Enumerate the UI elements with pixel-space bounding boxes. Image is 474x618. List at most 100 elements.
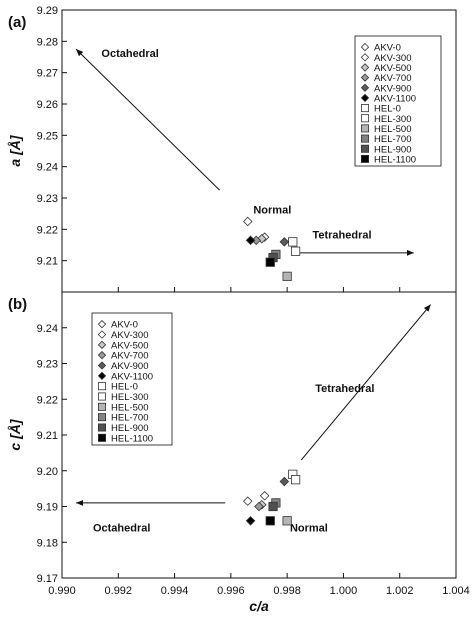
- y-tick-label: 9.23: [37, 359, 58, 371]
- y-tick-label: 9.22: [37, 224, 58, 236]
- data-point: [257, 233, 267, 244]
- legend-entry: HEL-1100: [374, 154, 416, 165]
- legend-entry: AKV-500: [374, 63, 412, 74]
- x-tick-label: 0.998: [273, 585, 301, 597]
- annotation-normal: Normal: [290, 523, 328, 535]
- data-point: [245, 235, 256, 246]
- legend-entry: HEL-700: [374, 134, 412, 145]
- legend-entry: AKV-1100: [111, 371, 153, 382]
- data-point: [259, 491, 270, 501]
- legend-box: [354, 35, 442, 167]
- legend-marker: [360, 104, 369, 113]
- legend-entry: AKV-300: [374, 53, 412, 64]
- legend-entry: HEL-900: [111, 423, 149, 434]
- x-tick-label: 0.994: [161, 585, 189, 597]
- legend-entry: HEL-500: [111, 402, 149, 413]
- legend-marker: [360, 154, 369, 163]
- legend-entry: HEL-700: [111, 413, 149, 424]
- y-tick-label: 9.24: [37, 323, 58, 335]
- legend-marker: [360, 73, 370, 82]
- legend-marker: [360, 42, 370, 52]
- y-tick-label: 9.19: [37, 502, 58, 514]
- legend-entry: AKV-1100: [374, 93, 416, 104]
- y-tick-label: 9.17: [37, 573, 58, 585]
- data-point: [282, 271, 292, 281]
- x-tick-label: 1.000: [330, 585, 358, 597]
- legend-marker: [360, 53, 370, 62]
- legend-marker: [97, 371, 107, 380]
- y-tick-label: 9.23: [37, 193, 58, 205]
- y-tick-label: 9.20: [37, 466, 58, 478]
- data-point: [242, 496, 253, 506]
- legend-marker: [360, 144, 369, 153]
- legend-marker: [360, 93, 370, 103]
- legend-marker: [98, 382, 107, 391]
- data-point: [279, 237, 290, 247]
- y-tick-label: 9.24: [37, 162, 58, 174]
- legend-marker: [98, 423, 107, 432]
- legend-entry: HEL-300: [374, 114, 412, 125]
- legend-entry: AKV-0: [111, 320, 138, 331]
- legend-entry: HEL-500: [374, 124, 412, 135]
- data-point: [288, 237, 298, 247]
- legend-marker: [97, 361, 107, 370]
- legend-entry: HEL-0: [374, 104, 401, 115]
- y-tick-label: 9.29: [37, 5, 58, 17]
- x-tick-label: 0.992: [105, 585, 133, 597]
- legend-marker: [360, 134, 369, 143]
- y-tick-label: 9.18: [37, 537, 58, 549]
- data-point: [279, 476, 290, 487]
- legend-marker: [97, 351, 107, 360]
- legend-marker: [98, 433, 107, 442]
- legend-marker: [97, 340, 107, 349]
- y-tick-label: 9.22: [37, 394, 58, 406]
- data-point: [282, 516, 292, 526]
- x-tick-label: 0.996: [217, 585, 245, 597]
- arrow: [300, 304, 432, 461]
- legend-entry: AKV-500: [111, 340, 149, 351]
- legend-entry: HEL-900: [374, 144, 412, 155]
- legend-marker: [97, 320, 107, 329]
- legend-entry: AKV-300: [111, 330, 149, 341]
- legend-marker: [98, 392, 107, 401]
- legend-marker: [360, 124, 369, 133]
- y-axis-label: c [Å]: [7, 418, 23, 450]
- y-tick-label: 9.27: [37, 68, 58, 80]
- annotation-octahedral: Octahedral: [93, 523, 150, 535]
- data-point: [254, 501, 264, 512]
- x-tick-label: 0.990: [48, 585, 76, 597]
- legend-entry: AKV-0: [374, 43, 401, 54]
- y-tick-label: 9.28: [37, 36, 58, 48]
- x-axis-label: c/a: [249, 598, 269, 614]
- x-axis: 0.990 0.992 0.994 0.996 0.998 1.000 1.002 1.004: [48, 585, 470, 597]
- data-point: [290, 246, 301, 256]
- data-point: [245, 516, 256, 526]
- legend-marker: [97, 330, 107, 339]
- data-point: [290, 475, 301, 485]
- data-point: [268, 501, 278, 512]
- legend-entry: AKV-900: [374, 83, 412, 94]
- legend-marker: [360, 114, 369, 123]
- legend-marker: [98, 413, 107, 422]
- legend-entry: AKV-900: [111, 361, 149, 372]
- legend-entry: HEL-300: [111, 392, 149, 403]
- annotation-octahedral: Octahedral: [101, 48, 158, 60]
- arrow: [75, 48, 220, 191]
- annotation-tetrahedral: Tetrahedral: [315, 383, 374, 395]
- annotation-tetrahedral: Tetrahedral: [312, 230, 371, 242]
- legend-marker: [98, 402, 107, 411]
- annotation-normal: Normal: [253, 205, 291, 217]
- x-tick-label: 1.004: [442, 585, 470, 597]
- legend-entry: AKV-700: [111, 351, 149, 362]
- legend-entry: AKV-700: [374, 73, 412, 84]
- y-tick-label: 9.26: [37, 99, 58, 111]
- data-point: [265, 257, 275, 267]
- panel-label: (a): [8, 14, 26, 31]
- data-point: [242, 216, 253, 227]
- y-tick-label: 9.25: [37, 130, 58, 142]
- x-tick-label: 1.002: [386, 585, 414, 597]
- y-tick-label: 9.21: [37, 430, 58, 442]
- panel-label: (b): [8, 296, 27, 313]
- data-point: [265, 516, 275, 526]
